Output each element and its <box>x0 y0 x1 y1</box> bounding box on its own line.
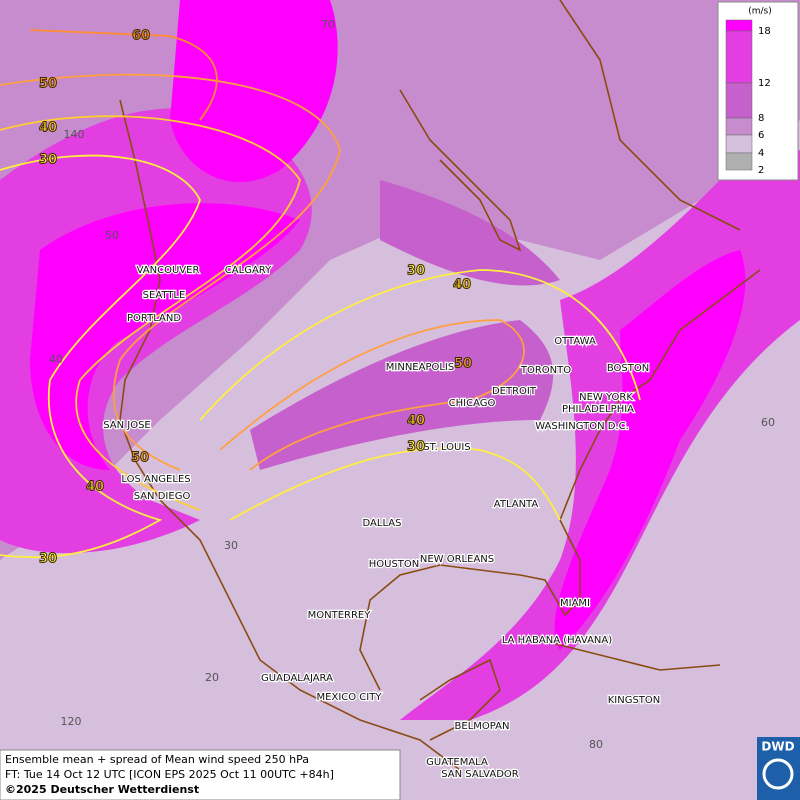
city-label: VANCOUVER <box>137 265 200 276</box>
contour-label: 40 <box>407 414 425 429</box>
legend-swatch <box>725 82 753 119</box>
coastlines <box>119 0 761 771</box>
isotachs <box>0 29 641 559</box>
legend-swatch <box>725 19 753 32</box>
grid-label: 60 <box>761 416 775 429</box>
grid-label: 20 <box>205 671 219 684</box>
legend-swatch <box>725 30 753 84</box>
city-label: NEW YORK <box>579 392 633 403</box>
city-label: SEATTLE <box>143 290 186 301</box>
grid-label: 80 <box>589 738 603 751</box>
legend-tick-label: 4 <box>758 148 764 159</box>
city-label: MONTERREY <box>308 610 372 621</box>
footer-line: ©2025 Deutscher Wetterdienst <box>5 783 199 796</box>
city-label: BELMOPAN <box>455 721 510 732</box>
city-label: GUATEMALA <box>426 757 488 768</box>
logo: DWD <box>761 740 794 754</box>
contour-label: 50 <box>131 451 149 466</box>
legend-swatch <box>725 134 753 154</box>
city-label: MINNEAPOLIS <box>386 362 454 373</box>
city-label: PORTLAND <box>127 313 181 324</box>
city-label: SAN SALVADOR <box>441 769 518 780</box>
contour-label: 60 <box>132 29 150 44</box>
grid-label: 140 <box>64 128 85 141</box>
contour-label: 30 <box>39 153 57 168</box>
city-label: DALLAS <box>363 518 402 529</box>
city-label: SAN DIEGO <box>134 491 191 502</box>
logo-mark <box>762 758 794 790</box>
legend-swatch <box>725 117 753 136</box>
city-label: OTTAWA <box>554 336 596 347</box>
contour-label: 30 <box>407 264 425 279</box>
legend-tick-label: 2 <box>758 165 764 176</box>
contour-label: 50 <box>39 77 57 92</box>
grid-label: 70 <box>321 18 335 31</box>
footer-box <box>0 749 401 800</box>
legend: (m/s) 18 12 8 6 4 2 <box>717 1 799 181</box>
city-label: NEW ORLEANS <box>420 554 494 565</box>
legend-swatch <box>725 152 753 171</box>
city-label: MIAMI <box>560 598 590 609</box>
city-label: BOSTON <box>607 363 649 374</box>
footer-line: Ensemble mean + spread of Mean wind spee… <box>5 753 309 766</box>
city-label: GUADALAJARA <box>261 673 333 684</box>
city-label: PHILADELPHIA <box>562 404 634 415</box>
contour-label: 40 <box>86 480 104 495</box>
footer-line: FT: Tue 14 Oct 12 UTC [ICON EPS 2025 Oct… <box>5 768 334 781</box>
legend-tick-label: 12 <box>758 78 771 89</box>
city-label: WASHINGTON D.C. <box>535 421 629 432</box>
legend-bar: 18 12 8 6 4 2 <box>725 19 771 176</box>
contour-label: 50 <box>454 357 472 372</box>
city-label: HOUSTON <box>369 559 420 570</box>
city-label: TORONTO <box>520 365 571 376</box>
contour-label: 40 <box>39 121 57 136</box>
city-label: LOS ANGELES <box>121 474 190 485</box>
grid-label: 120 <box>61 715 82 728</box>
city-label: KINGSTON <box>608 695 661 706</box>
legend-unit: (m/s) <box>748 7 772 17</box>
contour-label: 30 <box>407 440 425 455</box>
labels: VANCOUVER CALGARY SEATTLE PORTLAND MINNEAPOL… <box>38 18 775 781</box>
city-label: CHICAGO <box>449 398 496 409</box>
contour-label: 40 <box>453 278 471 293</box>
grid-label: 50 <box>105 229 119 242</box>
grid-label: 30 <box>224 539 238 552</box>
legend-tick-label: 8 <box>758 113 764 124</box>
city-label: LA HABANA (HAVANA) <box>502 635 612 646</box>
city-label: CALGARY <box>225 265 272 276</box>
city-label: ST. LOUIS <box>423 442 470 453</box>
city-label: SAN JOSE <box>103 420 151 431</box>
city-label: DETROIT <box>492 386 537 397</box>
grid-label: 40 <box>49 353 63 366</box>
legend-tick-label: 18 <box>758 26 771 37</box>
contour-label: 30 <box>39 552 57 567</box>
legend-tick-label: 6 <box>758 130 764 141</box>
city-label: ATLANTA <box>494 499 539 510</box>
city-label: MEXICO CITY <box>317 692 383 703</box>
